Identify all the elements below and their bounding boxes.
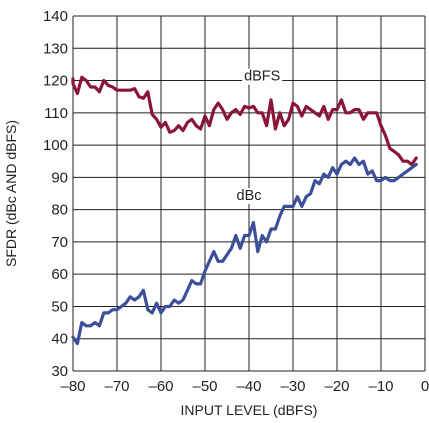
grid — [72, 15, 426, 372]
x-tick-label: –40 — [236, 378, 261, 395]
x-tick-label: –20 — [324, 378, 349, 395]
y-tick-label: 130 — [43, 40, 68, 57]
series-label-dbfs: dBFS — [244, 69, 280, 85]
y-tick-label: 60 — [51, 266, 68, 283]
tick-labels: –80 –70 –60 –50 –40 –30 –20 –10 0 30 40 50 60 70 80 90 1… — [43, 8, 429, 395]
y-tick-label: 90 — [51, 169, 68, 186]
series-labels: dBFS dBc — [234, 68, 283, 205]
x-tick-label: –60 — [148, 378, 173, 395]
y-tick-label: 100 — [43, 137, 68, 154]
y-tick-label: 70 — [51, 234, 68, 251]
y-tick-label: 40 — [51, 331, 68, 348]
x-tick-label: –70 — [104, 378, 129, 395]
series-line-dbc — [71, 156, 418, 346]
y-tick-label: 30 — [51, 363, 68, 380]
y-tick-label: 110 — [44, 105, 68, 122]
series-lines — [71, 75, 418, 346]
x-tick-label: –50 — [192, 378, 217, 395]
y-axis-title: SFDR (dBc AND dBFS) — [3, 120, 19, 267]
y-tick-label: 50 — [51, 298, 68, 315]
series-label-background — [242, 68, 283, 85]
series-label-dbc: dBc — [237, 188, 262, 204]
x-axis-title: INPUT LEVEL (dBFS) — [181, 402, 318, 418]
x-tick-label: 0 — [421, 378, 429, 395]
y-tick-label: 80 — [51, 202, 68, 219]
series-label-background — [234, 188, 264, 205]
x-tick-label: –10 — [368, 378, 393, 395]
y-tick-label: 120 — [43, 73, 68, 90]
x-tick-label: –80 — [60, 378, 85, 395]
x-tick-label: –30 — [280, 378, 305, 395]
series-line-dbfs — [71, 75, 418, 167]
y-tick-label: 140 — [43, 8, 68, 25]
